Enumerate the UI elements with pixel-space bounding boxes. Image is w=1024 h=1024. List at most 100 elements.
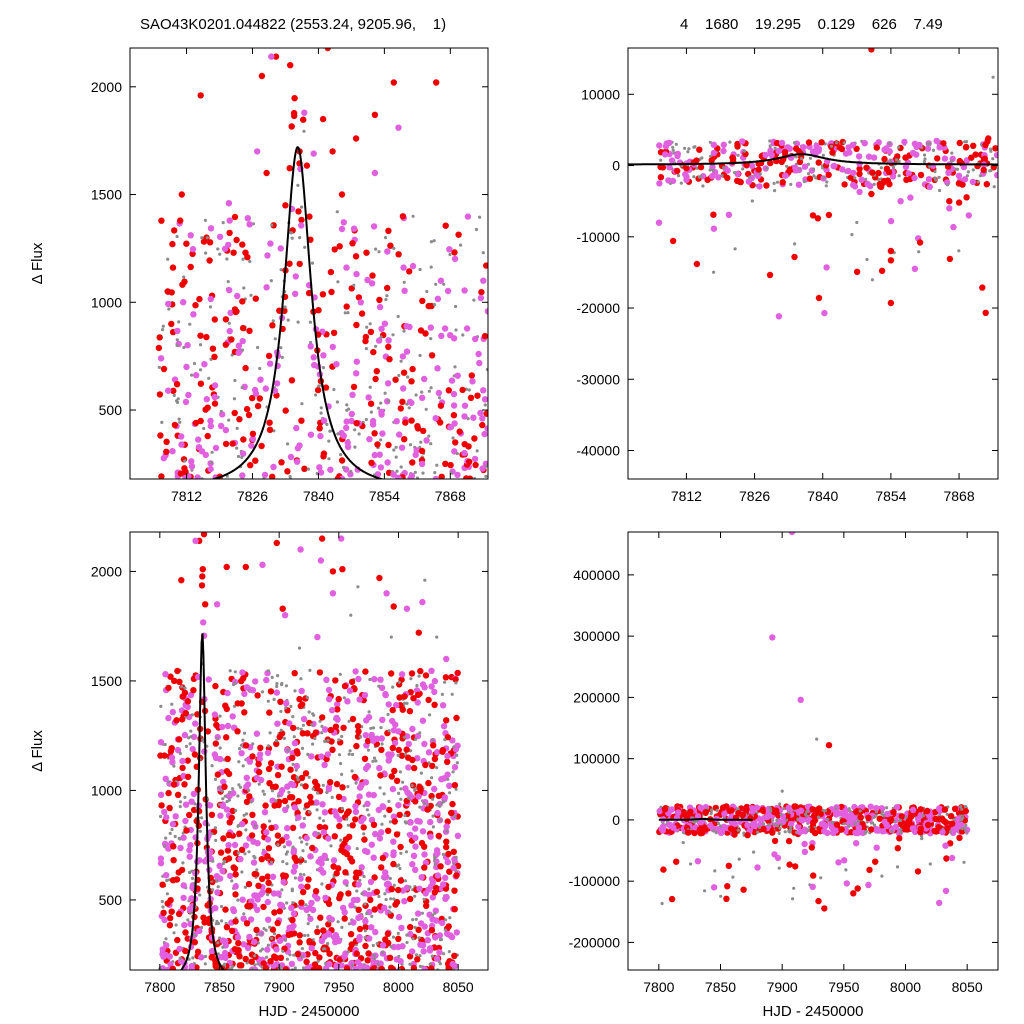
data-point <box>217 786 221 790</box>
data-point <box>335 210 339 214</box>
data-point <box>942 887 950 895</box>
data-point <box>279 605 286 612</box>
data-point <box>434 749 441 756</box>
data-point <box>356 913 364 920</box>
data-point <box>239 450 247 457</box>
data-point <box>811 812 818 819</box>
data-point <box>212 444 220 452</box>
data-point <box>213 826 217 830</box>
data-point <box>403 813 407 818</box>
data-point <box>991 157 995 161</box>
plot-frame <box>129 531 489 971</box>
data-point <box>251 938 258 946</box>
data-point <box>420 427 427 435</box>
data-point <box>993 152 998 159</box>
data-point <box>377 676 384 683</box>
data-point <box>361 890 368 897</box>
data-point <box>220 789 224 793</box>
data-point <box>162 844 167 848</box>
data-point <box>275 682 279 686</box>
data-point <box>236 851 240 855</box>
data-point <box>371 451 378 459</box>
data-point <box>362 832 366 836</box>
data-point <box>218 746 222 750</box>
data-point <box>427 389 431 393</box>
data-point <box>392 376 399 383</box>
data-point <box>208 811 216 818</box>
data-point <box>338 672 342 676</box>
data-point <box>287 61 294 69</box>
data-point <box>242 731 247 735</box>
data-point <box>200 236 204 240</box>
data-point <box>335 865 342 872</box>
data-point <box>191 971 197 977</box>
data-point <box>842 812 849 819</box>
data-point <box>341 915 348 922</box>
data-point <box>461 333 465 337</box>
data-point <box>874 826 881 833</box>
data-point <box>407 796 411 800</box>
data-point <box>305 842 309 846</box>
data-point <box>960 818 964 822</box>
data-point <box>442 874 449 881</box>
x-tick-label: 7800 <box>144 979 175 995</box>
data-point <box>312 830 319 838</box>
data-point <box>290 774 298 781</box>
data-point <box>710 884 718 891</box>
data-point <box>192 361 197 366</box>
data-point <box>392 448 396 452</box>
data-point <box>269 873 277 880</box>
data-point <box>279 709 283 714</box>
data-point <box>166 804 173 812</box>
data-point <box>238 962 245 969</box>
data-point <box>402 419 409 426</box>
data-point <box>432 303 437 307</box>
data-point <box>211 972 217 978</box>
data-point <box>858 809 862 813</box>
data-point <box>346 950 350 954</box>
data-point <box>450 412 458 419</box>
data-point <box>378 325 385 332</box>
data-point <box>985 135 992 142</box>
data-point <box>829 149 836 156</box>
data-point <box>446 782 453 789</box>
data-point <box>300 888 307 896</box>
data-point <box>663 140 670 147</box>
data-point <box>320 882 324 886</box>
data-point <box>982 309 989 316</box>
data-point <box>412 798 419 805</box>
data-point <box>889 173 897 180</box>
data-point <box>815 897 822 905</box>
data-point <box>397 843 404 851</box>
data-point <box>427 434 431 438</box>
data-point <box>428 792 435 800</box>
data-point <box>401 436 408 443</box>
data-point <box>414 953 418 957</box>
data-point <box>321 783 325 787</box>
data-point <box>289 754 296 762</box>
data-point <box>417 667 424 675</box>
data-point <box>224 689 231 697</box>
data-point <box>291 901 295 905</box>
data-point <box>285 901 289 905</box>
data-point <box>255 933 259 937</box>
y-tick-label: 0 <box>612 812 620 828</box>
data-point <box>430 776 434 780</box>
data-point <box>307 799 315 806</box>
data-point <box>339 453 343 457</box>
data-point <box>249 430 257 437</box>
data-point <box>169 965 177 970</box>
data-point <box>200 619 207 626</box>
data-point <box>777 831 781 836</box>
data-point <box>403 323 410 330</box>
data-point <box>303 906 310 914</box>
data-point <box>238 747 242 751</box>
data-point <box>955 180 963 187</box>
data-point <box>247 462 254 469</box>
data-point <box>879 828 887 835</box>
data-point <box>282 966 289 970</box>
data-point <box>775 180 780 184</box>
data-point <box>320 724 324 729</box>
data-point <box>853 822 857 826</box>
data-point <box>340 772 344 777</box>
